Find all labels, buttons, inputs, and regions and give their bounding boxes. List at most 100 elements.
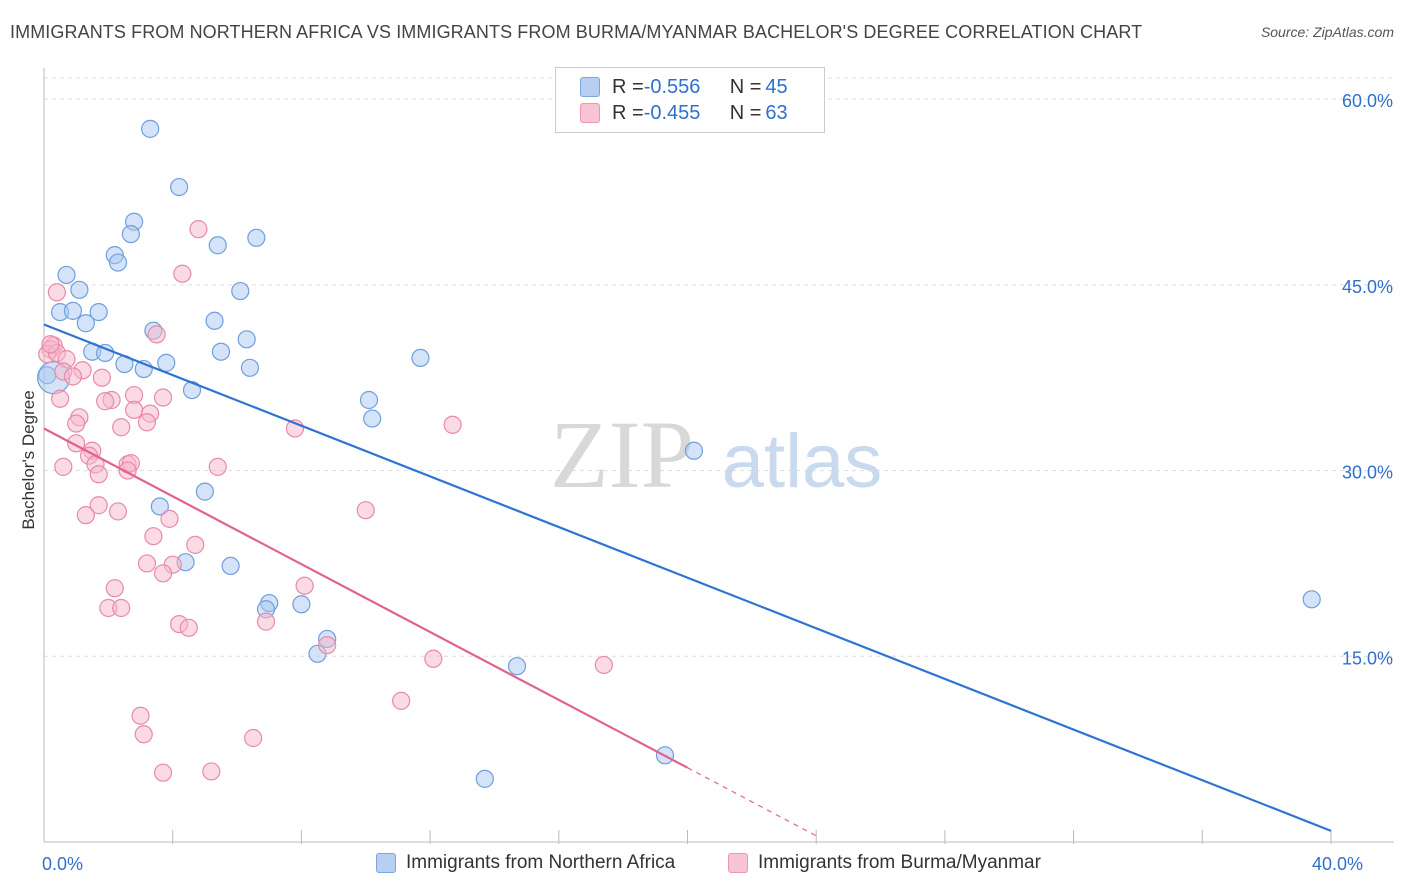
bottom-legend-label: Immigrants from Northern Africa (406, 852, 676, 873)
data-point-burma (41, 335, 60, 354)
data-point-burma (108, 502, 128, 521)
trend-line-burma-extension (687, 767, 817, 837)
watermark: ZIP atlas (550, 401, 882, 508)
y-tick-label: 30.0% (1342, 463, 1393, 483)
data-point-burma (256, 612, 276, 631)
source-label: Source: ZipAtlas.com (1260, 24, 1394, 40)
data-point-burma (173, 264, 192, 283)
data-point-northern-africa (157, 353, 176, 372)
bottom-legend-swatch-pink (728, 853, 748, 873)
legend-r-label: R = (612, 101, 644, 124)
legend-n-label: N = (729, 75, 762, 98)
data-point-burma (63, 367, 83, 386)
trend-line-northern-africa (43, 323, 1332, 832)
legend-r-value: -0.455 (643, 101, 701, 124)
legend-swatch-pink (580, 103, 600, 123)
data-point-burma (67, 414, 86, 433)
data-point-burma (153, 388, 173, 407)
data-point-burma (295, 576, 314, 595)
data-point-northern-africa (141, 119, 160, 138)
data-point-burma (208, 457, 227, 476)
data-point-burma (112, 418, 131, 437)
data-point-burma (137, 413, 157, 432)
data-point-burma (50, 389, 70, 408)
data-point-northern-africa (121, 224, 140, 244)
watermark-zip: ZIP (550, 401, 694, 508)
data-point-northern-africa (411, 348, 430, 368)
data-point-burma (144, 527, 163, 546)
data-point-burma (131, 706, 150, 725)
trend-line-burma (43, 427, 689, 769)
legend: R = -0.556 N = 45 R = -0.455 N = 63 (555, 67, 825, 133)
bottom-legend-label: Immigrants from Burma/Myanmar (758, 852, 1041, 873)
data-point-burma (76, 506, 95, 525)
bottom-legend-burma: Immigrants from Burma/Myanmar (728, 852, 1041, 874)
data-point-northern-africa (231, 281, 250, 301)
data-point-northern-africa (292, 595, 311, 614)
data-point-burma (186, 535, 205, 554)
legend-row-burma: R = -0.455 N = 63 (580, 102, 788, 124)
data-point-northern-africa (684, 441, 704, 460)
data-point-burma (124, 400, 144, 420)
data-point-northern-africa (108, 253, 128, 272)
data-point-burma (153, 564, 173, 583)
data-point-northern-africa (211, 342, 231, 361)
legend-n-value: 45 (765, 75, 788, 98)
data-point-northern-africa (240, 358, 260, 377)
data-point-burma (594, 655, 613, 675)
data-point-burma (89, 496, 108, 515)
data-point-northern-africa (205, 311, 224, 330)
data-point-burma (134, 725, 153, 744)
legend-r-value: -0.556 (643, 75, 701, 98)
data-point-northern-africa (475, 769, 494, 788)
data-point-northern-africa (89, 302, 108, 322)
data-point-burma (443, 415, 462, 434)
data-point-northern-africa (208, 236, 227, 255)
data-point-burma (356, 501, 375, 520)
data-point-northern-africa (1302, 590, 1321, 609)
data-point-burma (179, 618, 198, 637)
data-point-northern-africa (363, 409, 382, 428)
data-point-burma (424, 649, 443, 668)
legend-n-label: N = (729, 101, 762, 124)
data-point-burma (137, 554, 157, 573)
data-point-northern-africa (57, 265, 76, 285)
data-point-northern-africa (247, 228, 266, 247)
data-point-burma (244, 728, 263, 748)
data-point-burma (92, 368, 112, 387)
data-point-burma (89, 465, 108, 484)
y-tick-label: 15.0% (1342, 648, 1393, 668)
data-point-burma (147, 325, 166, 344)
watermark-atlas: atlas (722, 419, 883, 504)
data-point-burma (189, 220, 208, 239)
data-point-northern-africa (221, 556, 240, 576)
legend-swatch-blue (580, 77, 600, 97)
x-tick-label: 40.0% (1312, 854, 1363, 874)
data-point-burma (96, 392, 115, 411)
data-point-northern-africa (76, 314, 95, 333)
data-point-burma (153, 763, 173, 782)
data-point-northern-africa (237, 330, 256, 349)
y-tick-label: 60.0% (1342, 91, 1393, 111)
y-axis-label: Bachelor's Degree (19, 390, 38, 529)
x-tick-label: 0.0% (42, 854, 83, 874)
data-point-northern-africa (150, 497, 169, 516)
data-point-northern-africa (507, 657, 527, 676)
legend-n-value: 63 (765, 101, 788, 124)
y-tick-label: 45.0% (1342, 277, 1393, 297)
data-point-burma (47, 283, 66, 302)
chart-title: IMMIGRANTS FROM NORTHERN AFRICA VS IMMIG… (10, 22, 1143, 42)
data-point-burma (54, 457, 73, 476)
trend-layer (43, 323, 1332, 837)
axis-layer: 15.0% 30.0% 45.0% 60.0% 0.0% 40.0% (42, 68, 1394, 874)
data-point-northern-africa (195, 482, 214, 501)
bottom-legend-northern-africa: Immigrants from Northern Africa (376, 852, 675, 874)
data-point-burma (112, 598, 131, 618)
data-point-burma (392, 691, 411, 710)
data-point-northern-africa (170, 177, 189, 197)
data-point-burma (318, 636, 337, 655)
data-point-burma (160, 509, 179, 528)
data-point-burma (202, 762, 221, 781)
data-point-burma (105, 579, 124, 598)
